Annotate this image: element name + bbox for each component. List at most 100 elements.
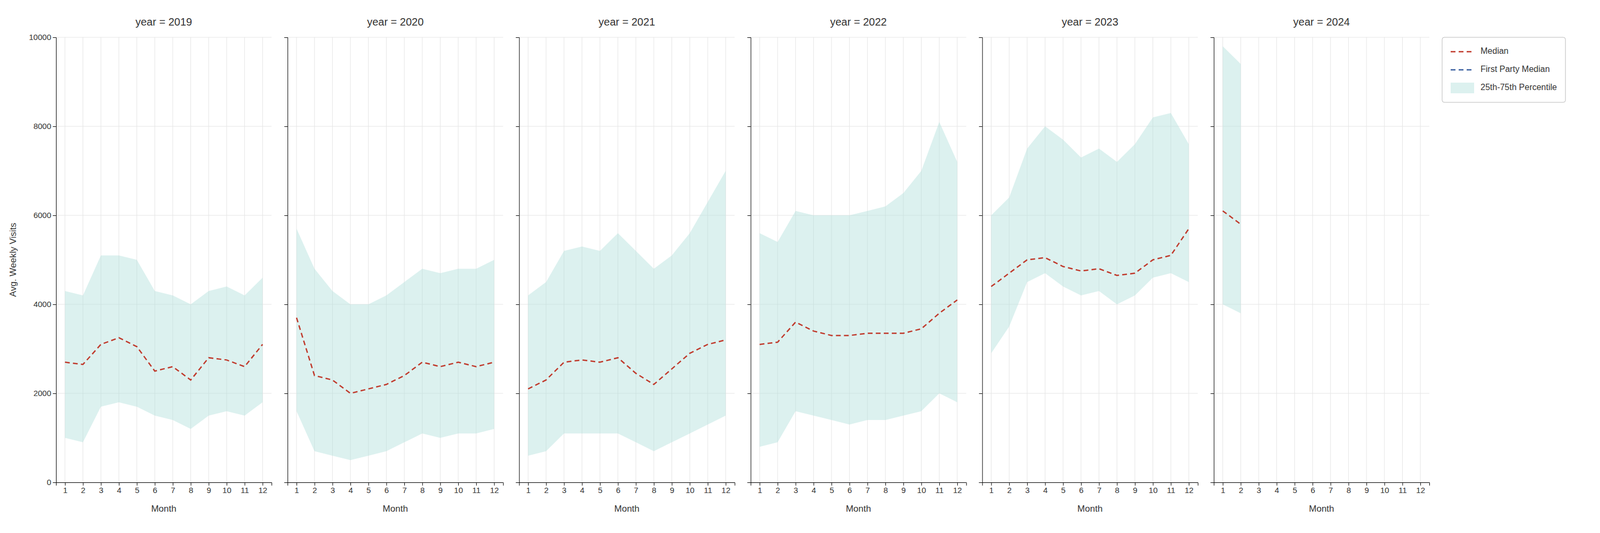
x-tick-label: 2 [312,485,317,495]
grid [750,37,967,483]
x-tick: 11 [704,482,713,495]
panel: 1234567891011120200040006000800010000yea… [8,16,272,515]
legend-swatch [1450,51,1475,53]
x-tick-label: 12 [1184,485,1194,495]
x-tick-label: 4 [1043,485,1048,495]
x-axis: 123456789101112 [288,482,504,495]
x-tick: 8 [1346,482,1351,495]
grid-line-x [1366,37,1367,483]
y-tick-mark [747,126,751,127]
x-tick-label: 5 [134,485,140,495]
x-tick: 1 [294,482,299,495]
y-tick [1210,304,1214,306]
x-tick: 9 [438,482,443,495]
x-tick-label: 3 [330,485,335,495]
x-tick: 4 [1274,482,1279,495]
axis-domain [750,483,967,487]
grid-line-y [287,126,503,127]
panel-title: year = 2021 [598,16,655,28]
x-tick-label: 2 [1007,485,1012,495]
x-tick: 9 [1132,482,1138,495]
x-tick-label: 5 [1292,485,1298,495]
y-tick [979,37,983,38]
x-tick-label: 9 [669,485,675,495]
legend: MedianFirst Party Median25th-75th Percen… [1442,37,1566,103]
plot-area [759,122,957,448]
x-tick-label: 7 [634,485,639,495]
median-line [1222,211,1242,225]
y-tick [515,304,519,306]
legend-label: First Party Median [1480,64,1550,74]
x-tick-label: 10 [1380,485,1390,495]
x-axis: 123456789101112 [1213,482,1430,495]
x-tick: 5 [1292,482,1298,495]
x-axis-label: Month [382,504,408,515]
axis-domain [747,37,752,484]
x-tick-label: 8 [1346,485,1351,495]
y-tick [284,37,288,38]
percentile-band [296,228,494,461]
legend-swatch [1450,69,1475,71]
percentile-band [528,171,726,456]
x-axis-label: Month [845,504,871,515]
x-tick-label: 6 [616,485,621,495]
percentile-band [1222,46,1242,314]
x-axis-label: Month [1077,504,1103,515]
grid [287,37,503,483]
x-tick: 10 [222,482,232,495]
y-tick [979,215,983,216]
x-tick-label: 10 [453,485,463,495]
x-tick-label: 3 [1256,485,1261,495]
y-tick-label: 10000 [28,32,52,42]
plot-area [65,255,263,443]
x-tick: 3 [1025,482,1030,495]
y-tick [747,215,751,216]
x-tick-label: 10 [685,485,695,495]
grid-line-x [1294,37,1295,483]
y-tick-mark [515,304,519,306]
axis-domain [982,483,1198,487]
x-axis-label: Month [1308,504,1334,515]
y-tick-mark [747,37,751,38]
legend-swatch [1450,82,1475,94]
y-tick [1210,393,1214,395]
x-tick-label: 5 [829,485,834,495]
y-tick-label: 6000 [33,210,52,220]
y-tick [979,393,983,395]
x-tick: 4 [348,482,353,495]
x-tick-label: 7 [170,485,175,495]
y-tick [284,393,288,395]
x-tick: 12 [1184,482,1194,495]
x-tick-label: 6 [384,485,389,495]
x-tick: 5 [134,482,140,495]
x-tick-label: 2 [544,485,549,495]
x-tick-label: 11 [1398,485,1407,495]
grid-line-y [518,126,735,127]
x-tick-label: 12 [1416,485,1426,495]
y-tick-mark [52,304,56,306]
y-tick [747,304,751,306]
x-tick-label: 9 [901,485,906,495]
grid-line-x [1330,37,1331,483]
y-tick-mark [515,126,519,127]
grid [518,37,735,483]
x-tick: 11 [1166,482,1176,495]
axis-domain [1213,483,1430,487]
x-tick-label: 1 [294,485,299,495]
y-tick [515,393,519,395]
x-tick-label: 3 [99,485,104,495]
x-tick: 4 [811,482,816,495]
grid-line-y [982,37,1198,38]
x-tick-label: 6 [1078,485,1084,495]
y-tick [979,482,983,484]
x-tick-label: 12 [490,485,500,495]
panel-title: year = 2022 [829,16,887,28]
y-tick-mark [52,482,56,484]
x-tick: 1 [62,482,68,495]
panel-title: year = 2024 [1293,16,1350,28]
x-tick-label: 8 [651,485,656,495]
y-tick-mark [747,393,751,395]
x-tick-label: 3 [1025,485,1030,495]
x-tick-label: 10 [222,485,232,495]
y-axis [284,37,288,484]
